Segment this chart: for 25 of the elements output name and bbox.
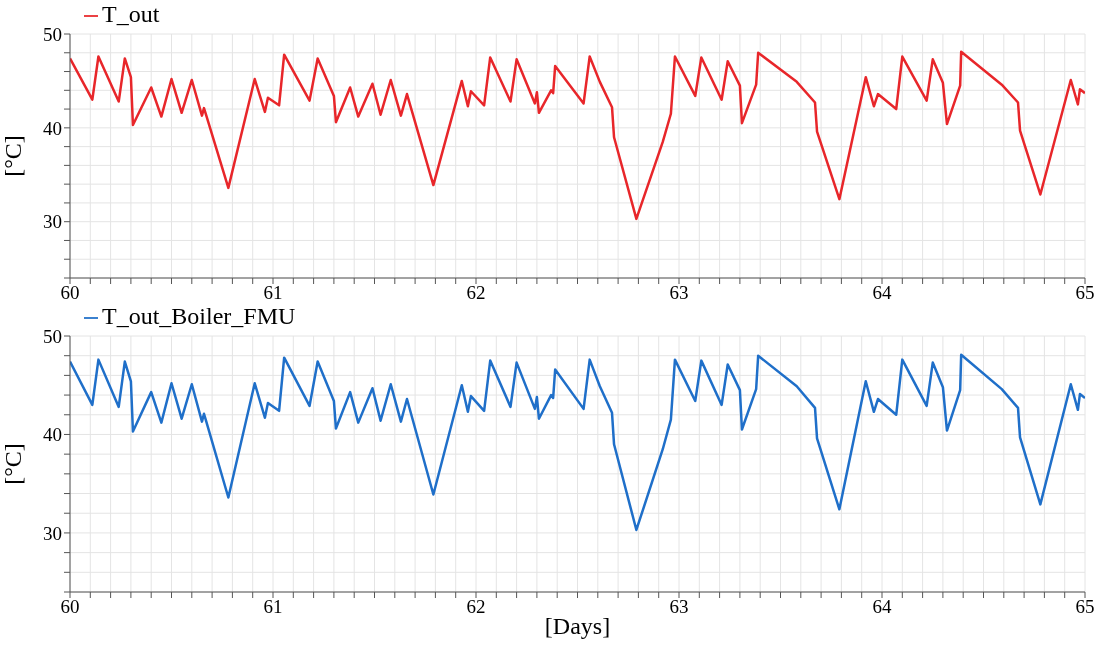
x-tick-label: 63 (669, 282, 689, 304)
x-tick-label: 64 (872, 282, 892, 304)
x-tick-label: 62 (466, 596, 486, 618)
x-tick-label: 62 (466, 282, 486, 304)
y-tick-label: 50 (43, 23, 62, 45)
x-tick-label: 60 (60, 282, 80, 304)
y-axis-title: [°C] (0, 135, 26, 177)
line-series (70, 353, 1085, 532)
x-tick-label: 61 (263, 596, 283, 618)
legend-label: T_out_Boiler_FMU (102, 303, 296, 329)
y-tick-label: 30 (43, 522, 62, 544)
line-series (70, 50, 1085, 221)
x-tick-label: 65 (1075, 282, 1095, 304)
x-tick-label: 65 (1075, 596, 1095, 618)
x-tick-label: 64 (872, 596, 892, 618)
x-tick-label: 63 (669, 596, 689, 618)
x-tick-label: 60 (60, 596, 80, 618)
y-axis-title: [°C] (0, 443, 26, 485)
y-tick-label: 50 (43, 325, 62, 347)
legend-label: T_out (102, 1, 160, 27)
y-tick-label: 30 (43, 211, 62, 233)
x-axis-title: [Days] (544, 613, 611, 639)
y-tick-label: 40 (43, 424, 62, 446)
y-tick-label: 40 (43, 117, 62, 139)
x-tick-label: 61 (263, 282, 283, 304)
